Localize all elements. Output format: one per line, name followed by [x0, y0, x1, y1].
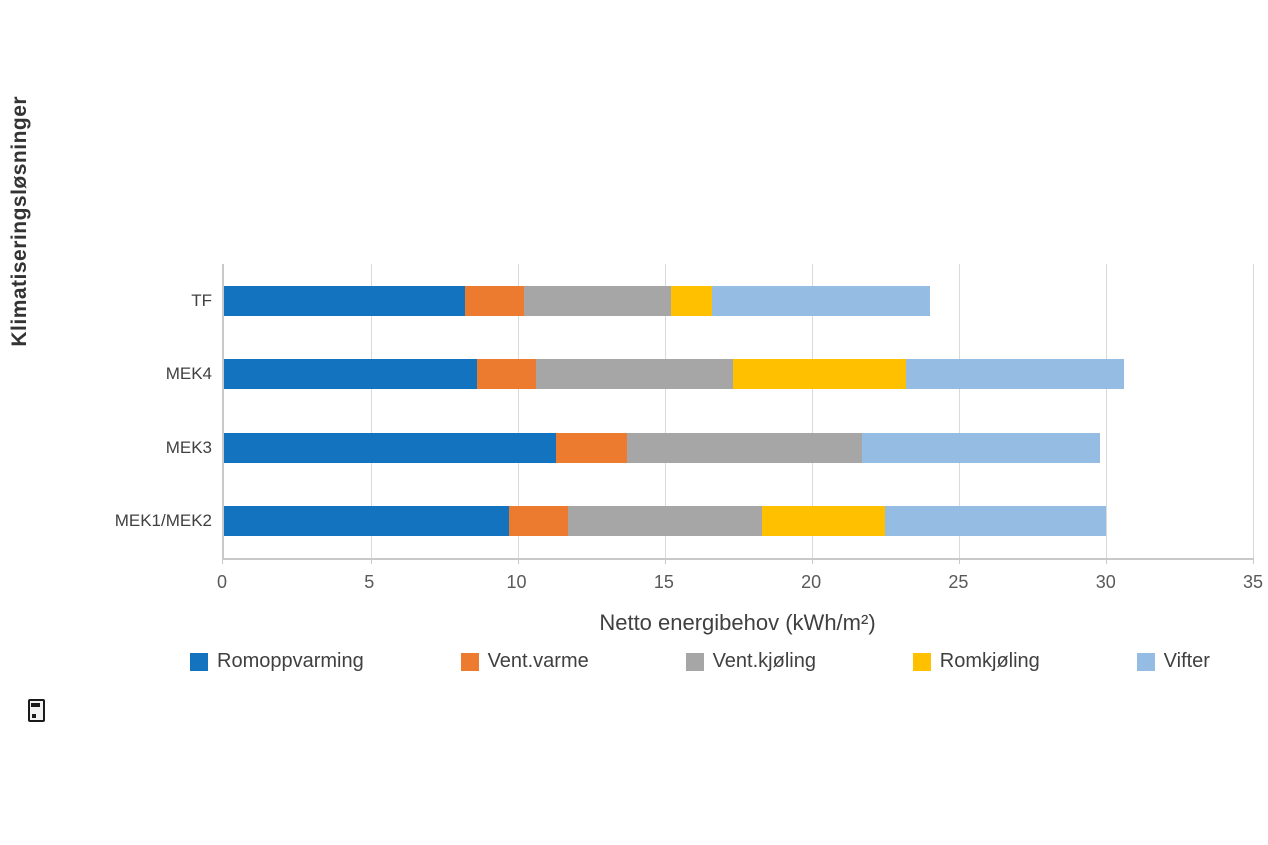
legend-item-romkj-ling[interactable]: Romkjøling: [912, 650, 1040, 673]
x-tick-mark: [1106, 558, 1107, 564]
bar-segment[interactable]: [224, 285, 466, 316]
bar-segment[interactable]: [712, 285, 930, 316]
category-label: MEK3: [165, 437, 212, 457]
gridline: [371, 264, 372, 558]
x-tick-mark: [959, 558, 960, 564]
legend-label: Vent.varme: [487, 650, 589, 672]
bar-segment[interactable]: [224, 432, 557, 463]
bar-segment[interactable]: [535, 359, 733, 390]
bar-segment[interactable]: [567, 506, 762, 537]
bar-segment[interactable]: [670, 285, 713, 316]
legend-swatch: [190, 652, 208, 671]
legend-swatch: [685, 652, 704, 671]
x-tick-label: 15: [653, 572, 674, 592]
category-label: MEK4: [165, 364, 212, 384]
legend: Romoppvarming Vent.varme Vent.kjøling Romkj…: [190, 650, 1210, 673]
legend-label: Romkjøling: [939, 650, 1040, 672]
x-tick-label: 25: [948, 572, 969, 592]
legend-item-vent-varme[interactable]: Vent.varme: [460, 650, 589, 673]
missing-glyph-bar: [31, 703, 40, 707]
legend-item-vent-kj-ling[interactable]: Vent.kjøling: [685, 650, 816, 673]
gridline: [812, 264, 813, 558]
gridline: [1106, 264, 1107, 558]
bar-segment[interactable]: [523, 285, 671, 316]
bar-segment[interactable]: [556, 432, 627, 463]
x-tick-label: 5: [364, 572, 375, 592]
gridline: [518, 264, 519, 558]
x-tick-mark: [812, 558, 813, 564]
bar-row-tf: [224, 285, 1253, 316]
bar-segment[interactable]: [906, 359, 1124, 390]
x-tick-label: 35: [1242, 572, 1264, 592]
x-tick-mark: [371, 558, 372, 564]
legend-item-romoppvarming[interactable]: Romoppvarming: [190, 650, 364, 673]
category-label: TF: [191, 290, 212, 310]
x-tick-label: 20: [801, 572, 822, 592]
bar-segment[interactable]: [626, 432, 862, 463]
x-axis-ticks: 0 5 10 15 20 25 30 35: [217, 572, 1263, 594]
bar-segment[interactable]: [885, 506, 1106, 537]
gridline: [1253, 264, 1254, 558]
legend-label: Vifter: [1163, 650, 1210, 672]
x-tick-mark: [1253, 558, 1254, 564]
legend-label: Romoppvarming: [217, 650, 364, 672]
x-tick-mark: [222, 558, 223, 564]
x-tick-mark: [518, 558, 519, 564]
x-tick-label: 10: [506, 572, 527, 592]
legend-swatch: [1136, 652, 1155, 671]
plot-area: TF MEK4 MEK3 MEK1/MEK2: [115, 264, 1254, 564]
missing-glyph-dot: [32, 714, 36, 718]
missing-glyph-icon: [28, 699, 45, 722]
bar-segment[interactable]: [224, 506, 510, 537]
x-axis-title: Netto energibehov (kWh/m²): [599, 610, 876, 635]
bar-segment[interactable]: [476, 359, 536, 390]
bar-segment[interactable]: [509, 506, 568, 537]
gridline: [959, 264, 960, 558]
x-tick-mark: [665, 558, 666, 564]
bar-segment[interactable]: [224, 359, 477, 390]
bar-segment[interactable]: [732, 359, 907, 390]
legend-swatch: [912, 652, 931, 671]
legend-swatch: [460, 652, 479, 671]
bar-segment[interactable]: [861, 432, 1101, 463]
legend-label: Vent.kjøling: [712, 650, 816, 672]
x-tick-label: 30: [1095, 572, 1116, 592]
gridline: [665, 264, 666, 558]
legend-item-vifter[interactable]: Vifter: [1136, 650, 1210, 673]
x-tick-label: 0: [216, 572, 228, 592]
bar-row-mek3: [224, 432, 1253, 463]
category-label: MEK1/MEK2: [114, 511, 212, 531]
bar-row-mek1-mek2: [224, 506, 1253, 537]
bar-segment[interactable]: [465, 285, 524, 316]
bar-row-mek4: [224, 359, 1253, 390]
bar-segment[interactable]: [762, 506, 886, 537]
